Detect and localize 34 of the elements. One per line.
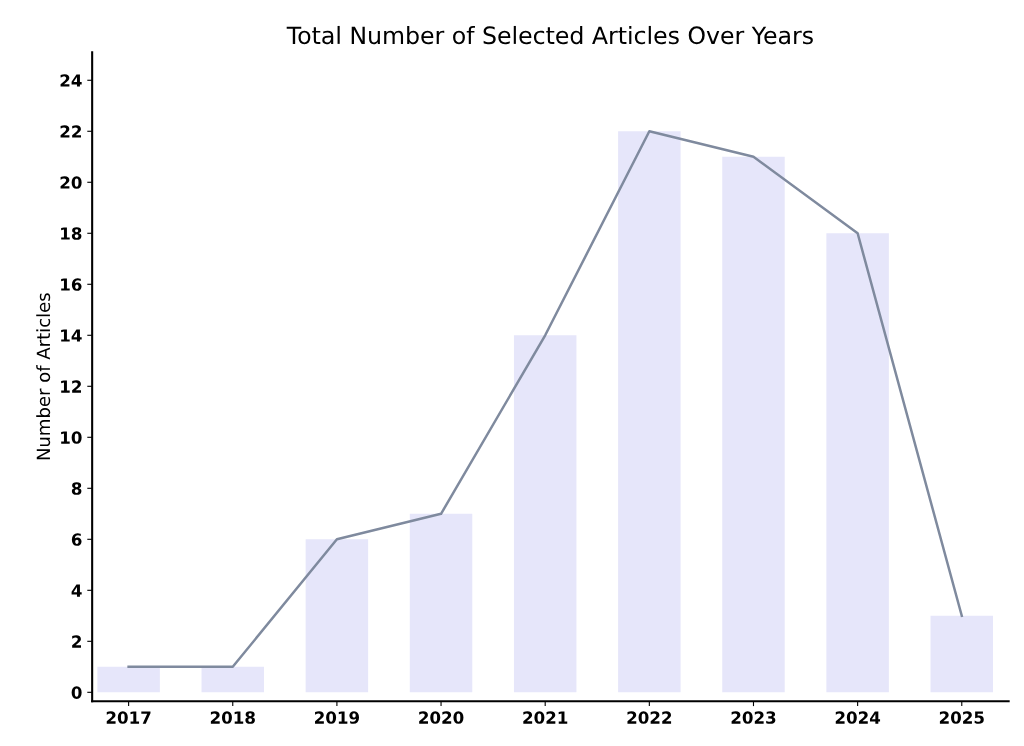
- y-tick-label: 6: [71, 533, 82, 546]
- y-tick-label: 24: [60, 74, 82, 87]
- y-tick-label: 22: [60, 125, 81, 138]
- x-tick-label: 2025: [939, 711, 984, 724]
- bar: [722, 156, 785, 693]
- x-tick-label: 2022: [627, 711, 672, 724]
- x-tick-label: 2020: [419, 711, 464, 724]
- y-tick-label: 18: [61, 227, 82, 240]
- x-tick-label: 2023: [731, 711, 776, 724]
- y-tick-label: 10: [61, 431, 82, 444]
- y-tick-label: 0: [71, 686, 82, 699]
- y-tick-label: 12: [61, 380, 81, 393]
- chart-title: Total Number of Selected Articles Over Years: [286, 25, 813, 45]
- y-tick-label: 2: [72, 635, 81, 648]
- y-tick-label: 4: [71, 584, 82, 597]
- x-tick-label: 2018: [210, 711, 255, 724]
- bar: [930, 615, 994, 693]
- y-tick-label: 14: [61, 329, 82, 342]
- line-series: [127, 130, 964, 669]
- bar: [618, 131, 681, 693]
- y-tick-label: 20: [60, 176, 82, 189]
- bar: [305, 539, 369, 693]
- y-tick-label: 16: [61, 278, 82, 291]
- x-tick-label: 2021: [523, 711, 568, 724]
- bar: [201, 666, 264, 693]
- x-tick-label: 2019: [315, 711, 360, 724]
- bar: [826, 233, 889, 693]
- y-axis-title: Number of Articles: [36, 293, 51, 460]
- x-tick-label: 2017: [106, 711, 151, 724]
- bar: [97, 666, 160, 693]
- bar: [513, 335, 577, 693]
- x-tick-label: 2024: [835, 711, 881, 724]
- y-tick-label: 8: [71, 482, 82, 495]
- bar: [409, 513, 473, 693]
